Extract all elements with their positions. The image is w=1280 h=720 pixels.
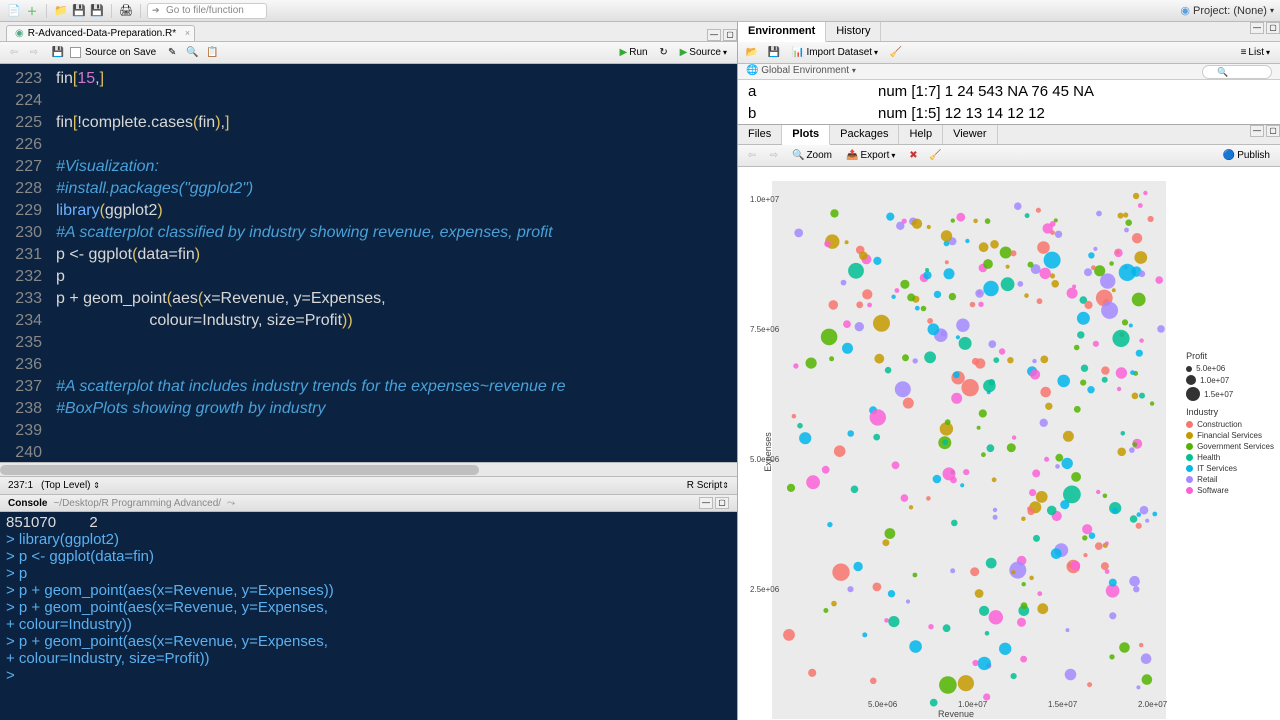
rb-tabstrip: FilesPlotsPackagesHelpViewer—▢: [738, 125, 1280, 145]
tab-packages[interactable]: Packages: [830, 125, 899, 144]
zoom-button[interactable]: 🔍 Zoom: [788, 149, 836, 162]
import-dataset-button[interactable]: 📊 Import Dataset ▾: [788, 46, 882, 59]
source-button[interactable]: ▶Source▾: [676, 46, 731, 59]
wand-icon[interactable]: ✎: [164, 45, 180, 61]
save-icon[interactable]: 💾: [766, 45, 782, 61]
broom-icon[interactable]: 🧹: [888, 45, 904, 61]
goto-function-input[interactable]: Go to file/function: [147, 3, 267, 19]
tab-files[interactable]: Files: [738, 125, 782, 144]
next-plot-icon[interactable]: ⇨: [766, 148, 782, 164]
plot-legend: Profit5.0e+061.0e+071.5e+07IndustryConst…: [1186, 345, 1274, 497]
source-on-save-checkbox[interactable]: [70, 47, 81, 58]
scope-label[interactable]: (Top Level) ⇕: [41, 480, 100, 491]
language-label[interactable]: R Script: [687, 480, 723, 491]
rerun-icon[interactable]: ↻: [656, 45, 672, 61]
tab-help[interactable]: Help: [899, 125, 943, 144]
prev-plot-icon[interactable]: ⇦: [744, 148, 760, 164]
editor-tabstrip: ◉R-Advanced-Data-Preparation.R*× —▢: [0, 22, 737, 42]
save-icon[interactable]: 💾: [71, 3, 87, 19]
y-axis-label: Expenses: [763, 432, 773, 472]
new-file-icon[interactable]: 📄: [6, 3, 22, 19]
console[interactable]: 851070 2> library(ggplot2)> p <- ggplot(…: [0, 512, 737, 720]
run-button[interactable]: ▶Run: [616, 46, 652, 59]
x-axis-label: Revenue: [938, 709, 974, 719]
tab-plots[interactable]: Plots: [782, 125, 830, 145]
publish-button[interactable]: 🔵 Publish: [1219, 149, 1274, 162]
pane-controls[interactable]: —▢: [707, 29, 737, 41]
load-icon[interactable]: 📂: [744, 45, 760, 61]
env-search-input[interactable]: [1202, 65, 1272, 79]
compile-icon[interactable]: 📋: [204, 45, 220, 61]
plot-canvas: Expenses Revenue 1.0e+077.5e+065.0e+062.…: [738, 167, 1280, 720]
save-icon[interactable]: 💾: [50, 45, 66, 61]
close-icon[interactable]: ×: [185, 28, 190, 38]
tab-viewer[interactable]: Viewer: [943, 125, 997, 144]
tab-environment[interactable]: Environment: [738, 22, 826, 42]
plots-toolbar: ⇦ ⇨ 🔍 Zoom 📤 Export ▾ ✖ 🧹 🔵 Publish: [738, 145, 1280, 167]
list-view-button[interactable]: ≡ List ▾: [1237, 46, 1274, 59]
remove-plot-icon[interactable]: ✖: [905, 148, 921, 164]
editor-toolbar: ⇦ ⇨ 💾 Source on Save ✎ 🔍 📋 ▶Run ↻ ▶Sourc…: [0, 42, 737, 64]
pane-controls[interactable]: —▢: [1250, 22, 1280, 41]
console-header: Console ~/Desktop/R Programming Advanced…: [0, 494, 737, 512]
cursor-position: 237:1: [8, 480, 33, 491]
code-editor[interactable]: 2232242252262272282292302312322332342352…: [0, 64, 737, 462]
back-icon[interactable]: ⇦: [6, 45, 22, 61]
add-icon[interactable]: ＋: [24, 3, 40, 19]
tab-history[interactable]: History: [826, 22, 881, 41]
env-values: anum [1:7] 1 24 543 NA 76 45 NAbnum [1:5…: [738, 80, 1280, 124]
console-title: Console: [8, 498, 47, 509]
app-toolbar: 📄 ＋ 📁 💾 💾 🖨 Go to file/function ◉Project…: [0, 0, 1280, 22]
source-on-save-label: Source on Save: [85, 47, 156, 58]
env-toolbar: 📂 💾 📊 Import Dataset ▾ 🧹 ≡ List ▾: [738, 42, 1280, 64]
clear-plots-icon[interactable]: 🧹: [927, 148, 943, 164]
editor-hscrollbar[interactable]: [0, 462, 737, 476]
open-icon[interactable]: 📁: [53, 3, 69, 19]
project-menu[interactable]: ◉Project: (None)▾: [1180, 4, 1274, 17]
pane-controls[interactable]: —▢: [699, 497, 729, 509]
find-icon[interactable]: 🔍: [184, 45, 200, 61]
save-all-icon[interactable]: 💾: [89, 3, 105, 19]
console-path: ~/Desktop/R Programming Advanced/: [53, 498, 221, 509]
print-icon[interactable]: 🖨: [118, 3, 134, 19]
forward-icon[interactable]: ⇨: [26, 45, 42, 61]
env-scope[interactable]: 🌐 Global Environment ▾: [738, 64, 1280, 80]
file-tab[interactable]: ◉R-Advanced-Data-Preparation.R*×: [6, 25, 195, 41]
env-tabstrip: Environment History —▢: [738, 22, 1280, 42]
editor-statusbar: 237:1 (Top Level) ⇕ R Script ⇕: [0, 476, 737, 494]
export-button[interactable]: 📤 Export ▾: [842, 149, 899, 162]
